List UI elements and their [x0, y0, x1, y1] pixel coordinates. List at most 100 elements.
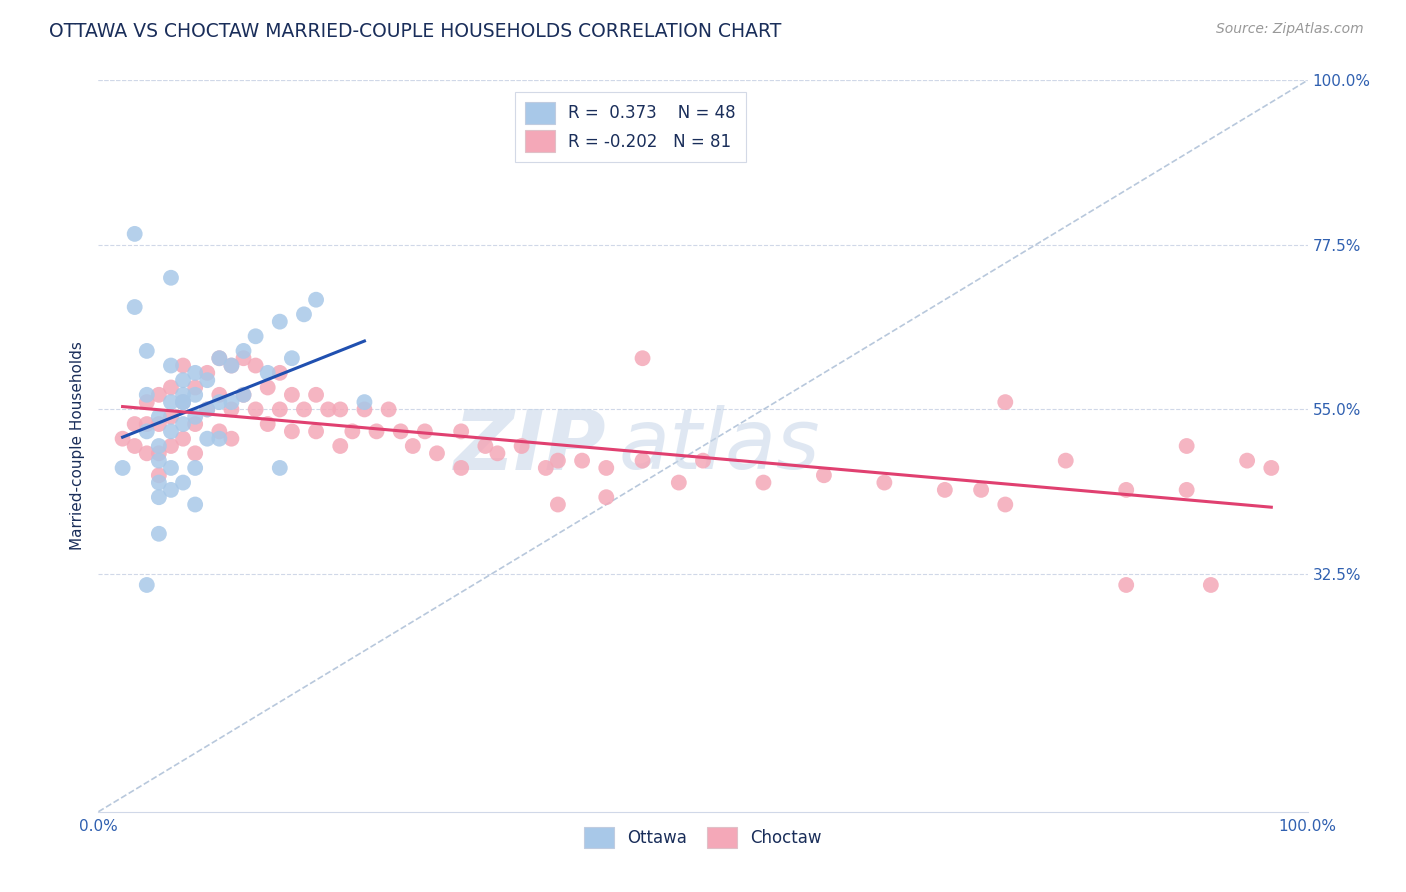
Point — [195, 402, 218, 417]
Point — [172, 373, 194, 387]
Point — [195, 373, 218, 387]
Point — [184, 498, 207, 512]
Point — [135, 395, 157, 409]
Point — [135, 578, 157, 592]
Point — [269, 315, 291, 329]
Point — [245, 359, 267, 373]
Point — [221, 395, 243, 409]
Point — [232, 388, 254, 402]
Point — [148, 417, 170, 431]
Point — [353, 395, 375, 409]
Point — [208, 351, 231, 366]
Point — [595, 461, 617, 475]
Point — [232, 388, 254, 402]
Point — [208, 395, 231, 409]
Point — [221, 432, 243, 446]
Point — [1260, 461, 1282, 475]
Point — [160, 395, 183, 409]
Point — [148, 439, 170, 453]
Point — [221, 402, 243, 417]
Point — [172, 388, 194, 402]
Point — [148, 490, 170, 504]
Point — [474, 439, 496, 453]
Text: OTTAWA VS CHOCTAW MARRIED-COUPLE HOUSEHOLDS CORRELATION CHART: OTTAWA VS CHOCTAW MARRIED-COUPLE HOUSEHO… — [49, 22, 782, 41]
Point — [208, 351, 231, 366]
Point — [873, 475, 896, 490]
Legend: Ottawa, Choctaw: Ottawa, Choctaw — [578, 820, 828, 855]
Point — [148, 409, 170, 424]
Point — [172, 475, 194, 490]
Point — [111, 461, 134, 475]
Point — [547, 498, 569, 512]
Point — [195, 402, 218, 417]
Point — [1115, 578, 1137, 592]
Point — [245, 329, 267, 343]
Point — [450, 425, 472, 439]
Point — [510, 439, 533, 453]
Point — [402, 439, 425, 453]
Point — [329, 402, 352, 417]
Point — [547, 453, 569, 467]
Point — [292, 307, 315, 321]
Text: ZIP: ZIP — [454, 406, 606, 486]
Point — [631, 351, 654, 366]
Point — [135, 343, 157, 358]
Point — [195, 366, 218, 380]
Point — [208, 432, 231, 446]
Point — [160, 270, 183, 285]
Point — [124, 300, 146, 314]
Point — [281, 351, 304, 366]
Point — [208, 425, 231, 439]
Point — [692, 453, 714, 467]
Point — [1115, 483, 1137, 497]
Point — [970, 483, 993, 497]
Point — [135, 388, 157, 402]
Y-axis label: Married-couple Households: Married-couple Households — [70, 342, 86, 550]
Point — [172, 359, 194, 373]
Point — [269, 366, 291, 380]
Point — [160, 409, 183, 424]
Point — [305, 388, 328, 402]
Point — [124, 439, 146, 453]
Point — [269, 461, 291, 475]
Point — [232, 343, 254, 358]
Point — [571, 453, 593, 467]
Point — [305, 293, 328, 307]
Point — [413, 425, 436, 439]
Point — [172, 395, 194, 409]
Point — [353, 402, 375, 417]
Point — [148, 388, 170, 402]
Point — [160, 380, 183, 394]
Point — [184, 409, 207, 424]
Point — [389, 425, 412, 439]
Point — [1054, 453, 1077, 467]
Point — [256, 366, 278, 380]
Point — [994, 395, 1017, 409]
Point — [1175, 483, 1198, 497]
Point — [172, 432, 194, 446]
Point — [1236, 453, 1258, 467]
Point — [172, 417, 194, 431]
Point — [232, 351, 254, 366]
Point — [752, 475, 775, 490]
Point — [148, 526, 170, 541]
Point — [184, 446, 207, 460]
Point — [160, 483, 183, 497]
Point — [148, 453, 170, 467]
Point — [595, 490, 617, 504]
Point — [160, 439, 183, 453]
Point — [813, 468, 835, 483]
Point — [292, 402, 315, 417]
Point — [281, 425, 304, 439]
Point — [668, 475, 690, 490]
Point — [281, 388, 304, 402]
Point — [184, 461, 207, 475]
Point — [160, 461, 183, 475]
Point — [195, 432, 218, 446]
Point — [245, 402, 267, 417]
Point — [221, 359, 243, 373]
Point — [124, 227, 146, 241]
Point — [148, 475, 170, 490]
Point — [934, 483, 956, 497]
Text: Source: ZipAtlas.com: Source: ZipAtlas.com — [1216, 22, 1364, 37]
